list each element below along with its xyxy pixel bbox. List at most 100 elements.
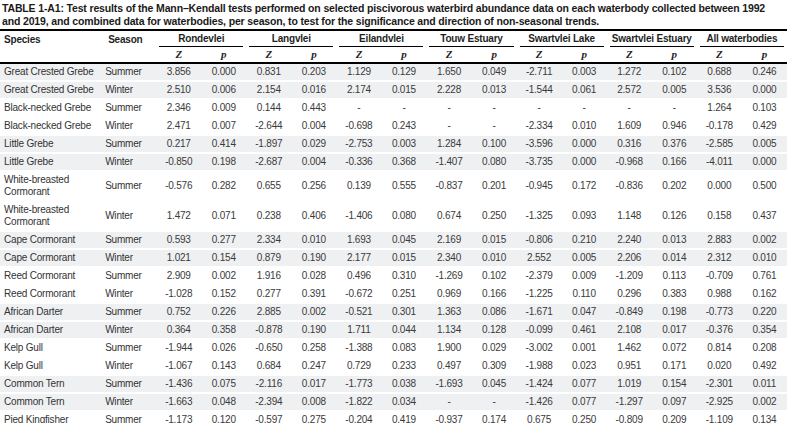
z-value-cell: 1.462 (607, 339, 652, 357)
table-row: White-breasted CormorantSummer-0.5760.28… (0, 171, 787, 201)
z-value-cell: - (426, 99, 471, 117)
p-value-cell: 0.015 (381, 81, 426, 99)
species-cell: Little Grebe (0, 135, 104, 153)
p-value-cell: 0.198 (652, 303, 697, 321)
z-value-cell: -1.897 (246, 135, 291, 153)
species-cell: Little Grebe (0, 153, 104, 171)
z-value-cell: -4.011 (697, 153, 742, 171)
species-cell: White-breasted Cormorant (0, 171, 104, 201)
z-value-cell: 2.206 (607, 249, 652, 267)
z-value-cell: 1.711 (336, 321, 381, 339)
p-value-cell: 0.083 (381, 339, 426, 357)
p-value-cell: 0.354 (742, 321, 787, 339)
p-value-cell: 0.015 (381, 249, 426, 267)
p-value-cell: 0.080 (381, 201, 426, 231)
z-value-cell: 0.139 (336, 171, 381, 201)
p-value-cell: 0.946 (652, 117, 697, 135)
p-value-cell: 0.102 (472, 267, 517, 285)
p-value-cell: 0.282 (201, 171, 246, 201)
p-value-cell: 0.152 (201, 285, 246, 303)
z-value-cell: 0.238 (246, 201, 291, 231)
z-value-cell: -0.650 (246, 339, 291, 357)
z-value-cell: 0.496 (336, 267, 381, 285)
p-value-cell: 0.201 (472, 171, 517, 201)
z-value-cell: -3.002 (517, 339, 562, 357)
z-value-cell: -1.822 (336, 393, 381, 411)
p-value-cell: 0.166 (652, 153, 697, 171)
z-value-cell: -2.334 (517, 117, 562, 135)
p-value-cell: 0.174 (472, 411, 517, 423)
p-value-cell: 0.005 (742, 135, 787, 153)
z-value-cell: -1.173 (156, 411, 201, 423)
p-value-cell: 0.044 (381, 321, 426, 339)
p-value-cell: 0.028 (291, 267, 336, 285)
p-value-cell: 0.003 (562, 63, 607, 81)
z-value-cell: 0.593 (156, 231, 201, 249)
p-value-cell: 0.010 (472, 249, 517, 267)
z-value-cell: 2.108 (607, 321, 652, 339)
table-row: Black-necked GrebeWinter2.4710.007-2.644… (0, 117, 787, 135)
z-value-cell: 0.752 (156, 303, 201, 321)
season-cell: Summer (104, 231, 156, 249)
z-value-cell: 0.655 (246, 171, 291, 201)
z-value-cell: -0.836 (607, 171, 652, 201)
season-cell: Winter (104, 153, 156, 171)
p-value-cell: 0.391 (291, 285, 336, 303)
z-value-cell: -0.945 (517, 171, 562, 201)
p-value-cell: 0.277 (201, 231, 246, 249)
z-header: Z (336, 47, 381, 63)
p-value-cell: - (472, 117, 517, 135)
species-cell: Black-necked Grebe (0, 117, 104, 135)
z-value-cell: -1.325 (517, 201, 562, 231)
z-value-cell: 0.674 (426, 201, 471, 231)
z-value-cell: -1.693 (426, 375, 471, 393)
table-row: Great Crested GrebeSummer3.8560.0000.831… (0, 63, 787, 81)
z-value-cell: 0.364 (156, 321, 201, 339)
p-value-cell: 0.113 (652, 267, 697, 285)
p-value-cell: 0.226 (201, 303, 246, 321)
p-value-cell: 0.004 (291, 117, 336, 135)
p-value-cell: 0.443 (291, 99, 336, 117)
z-value-cell: 0.675 (517, 411, 562, 423)
p-value-cell: 0.128 (472, 321, 517, 339)
p-value-cell: 0.017 (652, 321, 697, 339)
species-cell: Common Tern (0, 393, 104, 411)
p-value-cell: 0.071 (201, 201, 246, 231)
species-cell: Kelp Gull (0, 339, 104, 357)
z-value-cell: 1.134 (426, 321, 471, 339)
z-value-cell: 1.900 (426, 339, 471, 357)
z-value-cell: 1.264 (697, 99, 742, 117)
p-value-cell: 0.010 (562, 117, 607, 135)
z-value-cell: -0.672 (336, 285, 381, 303)
p-value-cell: 0.203 (291, 63, 336, 81)
p-value-cell: 0.429 (742, 117, 787, 135)
p-value-cell: 0.368 (381, 153, 426, 171)
p-value-cell: 0.000 (742, 153, 787, 171)
waterbody-name: Swartvlei Estuary (610, 33, 694, 47)
z-value-cell: 1.916 (246, 267, 291, 285)
z-value-cell: -0.968 (607, 153, 652, 171)
z-value-cell: 0.951 (607, 357, 652, 375)
p-value-cell: 0.003 (381, 135, 426, 153)
group-header-4: Touw Estuary (426, 30, 516, 47)
z-value-cell: -2.925 (697, 393, 742, 411)
season-cell: Summer (104, 63, 156, 81)
p-value-cell: 0.004 (291, 153, 336, 171)
season-cell: Summer (104, 171, 156, 201)
z-value-cell: -1.388 (336, 339, 381, 357)
p-value-cell: 0.154 (201, 249, 246, 267)
z-value-cell: -2.394 (246, 393, 291, 411)
p-value-cell: 0.301 (381, 303, 426, 321)
table-row: Common TernSummer-1.4360.075-2.1160.017-… (0, 375, 787, 393)
species-cell: African Darter (0, 303, 104, 321)
p-header: p (562, 47, 607, 63)
p-value-cell: 0.048 (201, 393, 246, 411)
season-cell: Summer (104, 267, 156, 285)
z-value-cell: 1.363 (426, 303, 471, 321)
z-value-cell: -1.109 (697, 411, 742, 423)
z-value-cell: -0.597 (246, 411, 291, 423)
p-value-cell: 0.000 (201, 63, 246, 81)
p-value-cell: 0.134 (742, 411, 787, 423)
table-row: White-breasted CormorantWinter1.4720.071… (0, 201, 787, 231)
p-value-cell: 0.034 (381, 393, 426, 411)
